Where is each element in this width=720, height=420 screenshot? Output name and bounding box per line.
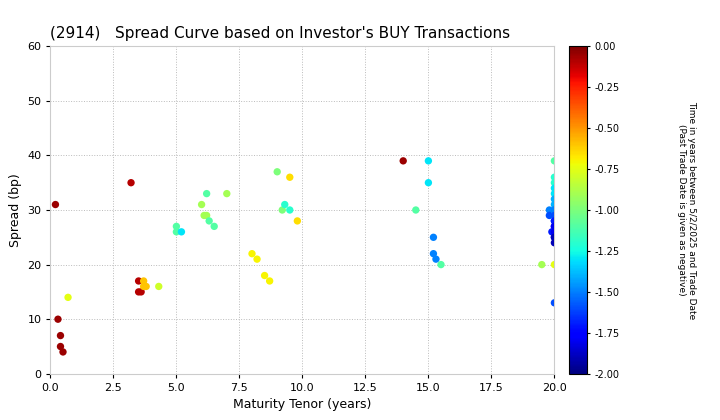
Point: [246, 250, 258, 257]
Point: [63, 294, 74, 301]
Point: [204, 218, 215, 224]
Point: [209, 223, 220, 230]
Point: [171, 223, 182, 230]
Point: [201, 212, 212, 219]
Point: [284, 207, 296, 213]
Point: [135, 289, 147, 295]
Point: [549, 261, 560, 268]
Point: [133, 278, 145, 284]
Point: [153, 283, 165, 290]
Point: [549, 223, 560, 230]
Point: [549, 174, 560, 181]
Point: [259, 272, 271, 279]
Point: [53, 316, 64, 323]
Point: [549, 190, 560, 197]
Point: [276, 207, 288, 213]
Point: [549, 207, 560, 213]
Point: [549, 234, 560, 241]
Point: [176, 228, 187, 235]
Point: [549, 218, 560, 224]
Point: [435, 261, 446, 268]
Point: [284, 174, 296, 181]
Point: [251, 256, 263, 262]
Point: [536, 261, 548, 268]
Y-axis label: Time in years between 5/2/2025 and Trade Date
(Past Trade Date is given as negat: Time in years between 5/2/2025 and Trade…: [677, 101, 696, 319]
Point: [549, 239, 560, 246]
Point: [201, 190, 212, 197]
Point: [549, 212, 560, 219]
Point: [397, 158, 409, 164]
Text: (2914)   Spread Curve based on Investor's BUY Transactions: (2914) Spread Curve based on Investor's …: [50, 26, 510, 41]
Point: [549, 234, 560, 241]
Point: [546, 228, 558, 235]
Point: [50, 201, 61, 208]
Point: [549, 201, 560, 208]
Point: [549, 196, 560, 202]
Point: [544, 207, 555, 213]
Point: [140, 283, 152, 290]
Point: [410, 207, 422, 213]
Point: [423, 179, 434, 186]
Point: [55, 343, 66, 350]
Point: [138, 278, 150, 284]
Point: [221, 190, 233, 197]
Point: [138, 283, 150, 290]
Point: [428, 234, 439, 241]
Y-axis label: Spread (bp): Spread (bp): [9, 173, 22, 247]
X-axis label: Maturity Tenor (years): Maturity Tenor (years): [233, 399, 372, 411]
Point: [264, 278, 275, 284]
Point: [58, 349, 69, 355]
Point: [549, 223, 560, 230]
Point: [549, 228, 560, 235]
Point: [171, 228, 182, 235]
Point: [196, 201, 207, 208]
Point: [549, 207, 560, 213]
Point: [549, 207, 560, 213]
Point: [549, 218, 560, 224]
Point: [133, 289, 145, 295]
Point: [423, 158, 434, 164]
Point: [431, 256, 442, 262]
Point: [549, 299, 560, 306]
Point: [428, 250, 439, 257]
Point: [549, 179, 560, 186]
Point: [292, 218, 303, 224]
Point: [549, 158, 560, 164]
Point: [544, 212, 555, 219]
Point: [271, 168, 283, 175]
Point: [279, 201, 291, 208]
Point: [549, 185, 560, 192]
Point: [125, 179, 137, 186]
Point: [549, 212, 560, 219]
Point: [55, 332, 66, 339]
Point: [199, 212, 210, 219]
